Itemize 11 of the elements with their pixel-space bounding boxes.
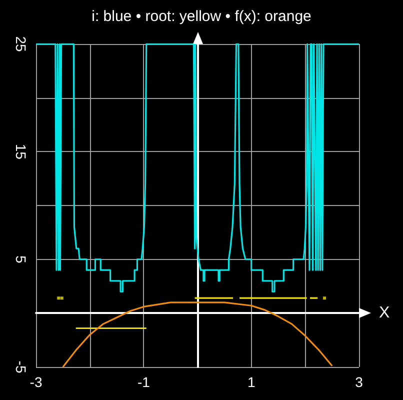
y-tick-label: 5 — [13, 255, 29, 264]
x-tick-label: -3 — [30, 374, 42, 390]
x-tick-label: 3 — [355, 374, 364, 390]
y-tick-label: 25 — [13, 36, 29, 52]
chart-title: i: blue • root: yellow • f(x): orange — [92, 8, 312, 25]
x-tick-label: 1 — [247, 374, 256, 390]
x-tick-label: -1 — [137, 374, 150, 390]
y-tick-label: -5 — [13, 360, 29, 374]
line-series — [62, 302, 333, 368]
x-axis-title: X — [379, 304, 390, 322]
y-tick-label: 15 — [13, 144, 29, 160]
